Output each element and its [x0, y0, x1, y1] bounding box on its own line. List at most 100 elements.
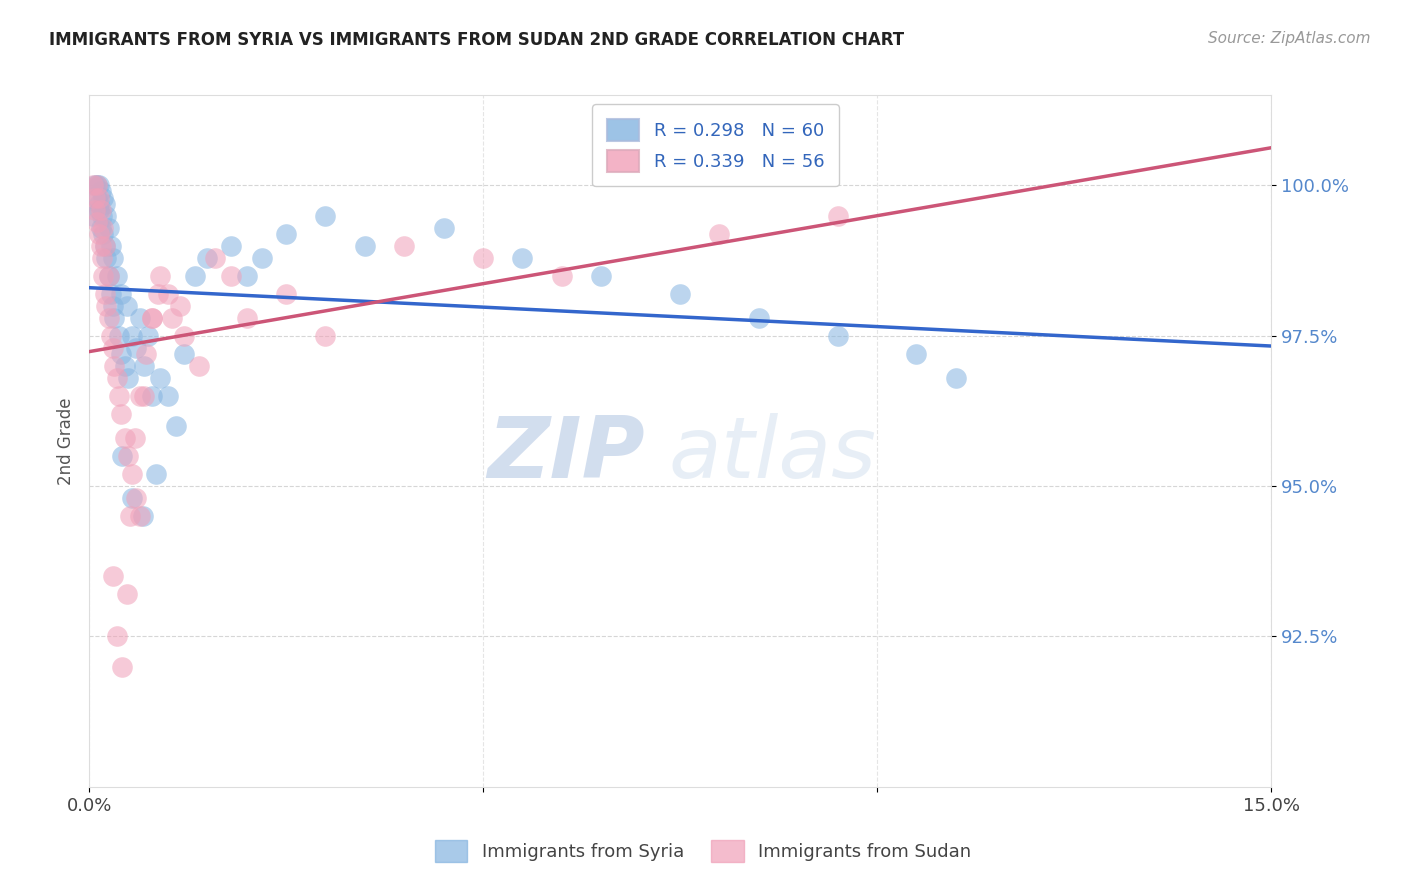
Point [86, 178, 108, 193]
Point [97, 310, 120, 325]
Point [97, 220, 120, 235]
Point [827, 328, 849, 343]
Point [121, 491, 143, 506]
Point [148, 286, 170, 301]
Point [115, 587, 138, 601]
Point [101, 251, 124, 265]
Point [97, 268, 120, 283]
Point [748, 310, 770, 325]
Legend: Immigrants from Syria, Immigrants from Sudan: Immigrants from Syria, Immigrants from S… [427, 833, 979, 870]
Text: ZIP: ZIP [486, 413, 644, 496]
Point [90, 238, 112, 252]
Point [160, 310, 183, 325]
Point [91, 190, 114, 204]
Point [91, 251, 114, 265]
Point [135, 347, 157, 361]
Point [235, 310, 257, 325]
Point [100, 238, 122, 252]
Point [121, 328, 143, 343]
Point [188, 359, 211, 373]
Legend: R = 0.298   N = 60, R = 0.339   N = 56: R = 0.298 N = 60, R = 0.339 N = 56 [592, 104, 839, 186]
Point [125, 341, 148, 355]
Point [103, 359, 125, 373]
Point [121, 467, 143, 482]
Point [110, 347, 132, 361]
Point [433, 220, 456, 235]
Point [394, 238, 416, 252]
Point [111, 659, 134, 673]
Point [204, 251, 226, 265]
Point [827, 209, 849, 223]
Point [195, 251, 218, 265]
Point [94, 238, 117, 252]
Point [551, 268, 574, 283]
Point [591, 268, 613, 283]
Point [141, 310, 163, 325]
Point [101, 569, 124, 583]
Point [129, 389, 152, 403]
Point [114, 359, 136, 373]
Point [82, 209, 104, 223]
Point [173, 328, 195, 343]
Point [101, 341, 124, 355]
Point [173, 347, 195, 361]
Point [131, 509, 153, 524]
Point [97, 268, 120, 283]
Point [156, 286, 179, 301]
Y-axis label: 2nd Grade: 2nd Grade [58, 397, 75, 485]
Point [105, 630, 128, 644]
Point [86, 178, 108, 193]
Point [169, 299, 191, 313]
Point [165, 419, 187, 434]
Point [184, 268, 207, 283]
Point [149, 268, 172, 283]
Point [252, 251, 274, 265]
Point [141, 389, 163, 403]
Point [472, 251, 495, 265]
Point [86, 214, 108, 228]
Point [83, 190, 105, 204]
Point [100, 286, 122, 301]
Point [101, 299, 124, 313]
Point [94, 238, 117, 252]
Point [100, 328, 122, 343]
Point [96, 209, 118, 223]
Point [96, 299, 118, 313]
Point [110, 286, 132, 301]
Point [117, 449, 139, 463]
Point [91, 209, 114, 223]
Point [90, 220, 112, 235]
Point [314, 209, 336, 223]
Point [108, 328, 131, 343]
Point [91, 227, 114, 241]
Point [82, 178, 104, 193]
Point [512, 251, 534, 265]
Point [129, 310, 152, 325]
Point [274, 227, 297, 241]
Point [84, 178, 107, 193]
Point [314, 328, 336, 343]
Point [110, 407, 132, 421]
Point [90, 185, 112, 199]
Point [134, 389, 156, 403]
Point [274, 286, 297, 301]
Point [111, 449, 134, 463]
Point [118, 509, 141, 524]
Text: IMMIGRANTS FROM SYRIA VS IMMIGRANTS FROM SUDAN 2ND GRADE CORRELATION CHART: IMMIGRANTS FROM SYRIA VS IMMIGRANTS FROM… [49, 31, 904, 49]
Point [156, 389, 179, 403]
Point [129, 509, 152, 524]
Point [105, 371, 128, 385]
Point [149, 371, 172, 385]
Point [354, 238, 377, 252]
Point [87, 178, 110, 193]
Point [103, 310, 125, 325]
Point [94, 286, 117, 301]
Point [105, 268, 128, 283]
Point [84, 202, 107, 217]
Point [945, 371, 967, 385]
Point [87, 227, 110, 241]
Point [145, 467, 167, 482]
Point [134, 359, 156, 373]
Text: atlas: atlas [668, 413, 876, 496]
Point [91, 268, 114, 283]
